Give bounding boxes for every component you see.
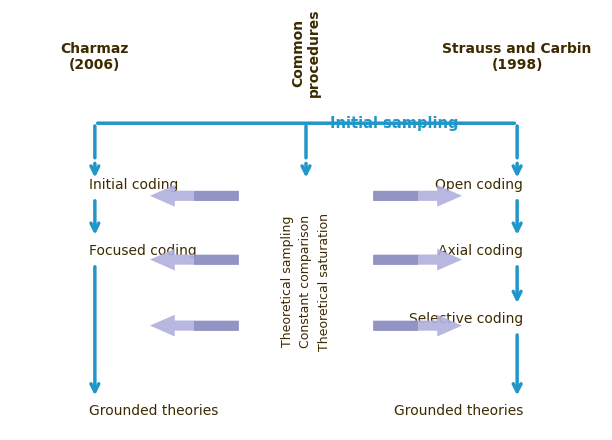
Text: Focused coding: Focused coding xyxy=(89,244,196,258)
Text: Theoretical sampling
Constant comparison
Theoretical saturation: Theoretical sampling Constant comparison… xyxy=(282,213,330,351)
Polygon shape xyxy=(373,315,462,337)
Text: Common
procedures: Common procedures xyxy=(291,9,321,97)
Polygon shape xyxy=(373,254,417,265)
Polygon shape xyxy=(373,320,417,331)
Text: Axial coding: Axial coding xyxy=(438,244,523,258)
Polygon shape xyxy=(195,191,239,201)
Text: Open coding: Open coding xyxy=(435,178,523,192)
Polygon shape xyxy=(373,185,462,207)
Text: Grounded theories: Grounded theories xyxy=(89,404,218,418)
Polygon shape xyxy=(150,249,239,271)
Polygon shape xyxy=(195,254,239,265)
Text: Strauss and Carbin
(1998): Strauss and Carbin (1998) xyxy=(442,42,592,72)
Text: Grounded theories: Grounded theories xyxy=(394,404,523,418)
Polygon shape xyxy=(150,185,239,207)
Text: Charmaz
(2006): Charmaz (2006) xyxy=(61,42,129,72)
Text: Initial coding: Initial coding xyxy=(89,178,178,192)
Polygon shape xyxy=(373,249,462,271)
Polygon shape xyxy=(195,320,239,331)
Polygon shape xyxy=(150,315,239,337)
Text: Initial sampling: Initial sampling xyxy=(330,116,459,131)
Text: Selective coding: Selective coding xyxy=(409,312,523,326)
Polygon shape xyxy=(373,191,417,201)
